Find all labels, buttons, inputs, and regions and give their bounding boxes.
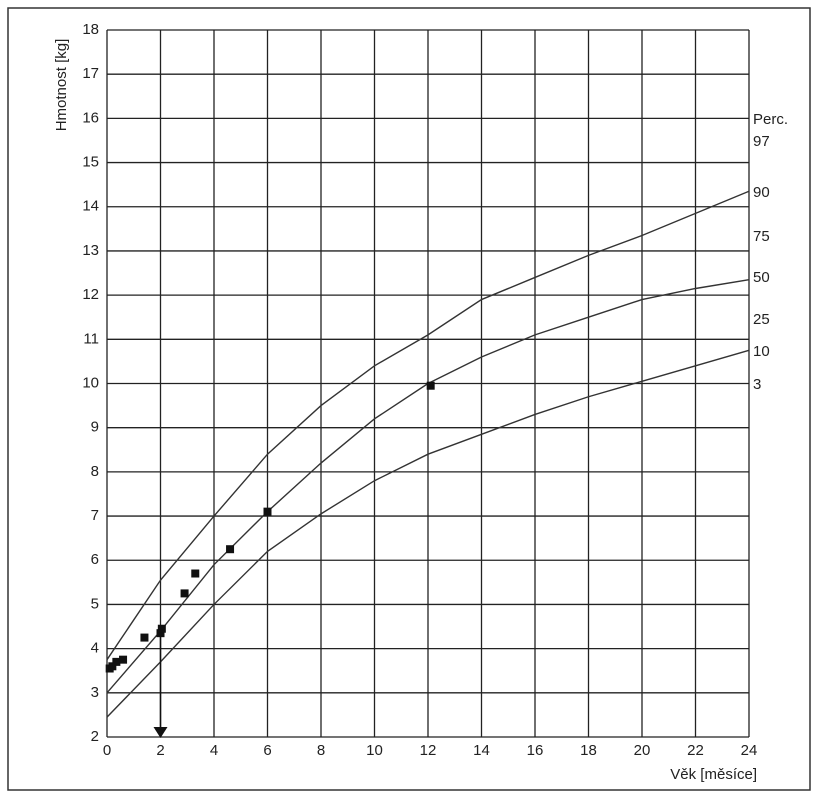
x-tick-label: 24 [741, 742, 758, 759]
y-tick-label: 3 [91, 684, 99, 701]
data-point [119, 655, 128, 664]
percentile-label: 75 [753, 228, 770, 245]
percentile-label: 10 [753, 343, 770, 360]
percentile-label: 3 [753, 376, 761, 393]
x-tick-label: 14 [473, 742, 490, 759]
x-tick-label: 2 [156, 742, 164, 759]
x-tick-label: 0 [103, 742, 111, 759]
percentile-curve [106, 349, 750, 718]
x-tick-label: 16 [527, 742, 544, 759]
x-tick-label: 12 [420, 742, 437, 759]
x-axis-title: Věk [měsíce] [670, 766, 757, 783]
marker-arrow [153, 727, 168, 738]
y-tick-label: 5 [91, 595, 99, 612]
data-point [112, 657, 121, 666]
percentile-label: 90 [753, 184, 770, 201]
x-tick-label: 20 [634, 742, 651, 759]
x-tick-label: 4 [210, 742, 218, 759]
y-tick-label: 4 [91, 640, 99, 657]
y-tick-label: 6 [91, 551, 99, 568]
percentile-curve [106, 190, 750, 661]
x-tick-label: 10 [366, 742, 383, 759]
data-point [140, 633, 149, 642]
data-point [191, 569, 200, 578]
data-point [108, 662, 117, 671]
data-point [180, 589, 189, 598]
percentile-label: 97 [753, 133, 770, 150]
y-tick-label: 10 [82, 374, 99, 391]
y-tick-label: 2 [91, 728, 99, 745]
data-point [263, 507, 272, 516]
y-tick-label: 18 [82, 21, 99, 38]
data-point [426, 381, 435, 390]
x-tick-label: 18 [580, 742, 597, 759]
data-point [157, 624, 166, 633]
y-tick-label: 15 [82, 154, 99, 171]
y-tick-label: 14 [82, 198, 99, 215]
percentile-label: 25 [753, 311, 770, 328]
x-tick-label: 22 [687, 742, 704, 759]
y-tick-label: 7 [91, 507, 99, 524]
data-point [156, 629, 165, 638]
y-tick-label: 11 [83, 330, 99, 347]
data-point [226, 545, 235, 554]
y-axis-title: Hmotnost [kg] [53, 39, 70, 132]
frame [7, 7, 811, 791]
y-tick-label: 8 [91, 463, 99, 480]
x-tick-label: 8 [317, 742, 325, 759]
x-tick-label: 6 [263, 742, 271, 759]
y-tick-label: 16 [82, 109, 99, 126]
percentile-label: Perc. [753, 111, 788, 128]
y-tick-label: 9 [91, 419, 99, 436]
y-tick-label: 12 [82, 286, 99, 303]
y-tick-label: 13 [82, 242, 99, 259]
y-tick-label: 17 [82, 65, 99, 82]
percentile-label: 50 [753, 269, 770, 286]
